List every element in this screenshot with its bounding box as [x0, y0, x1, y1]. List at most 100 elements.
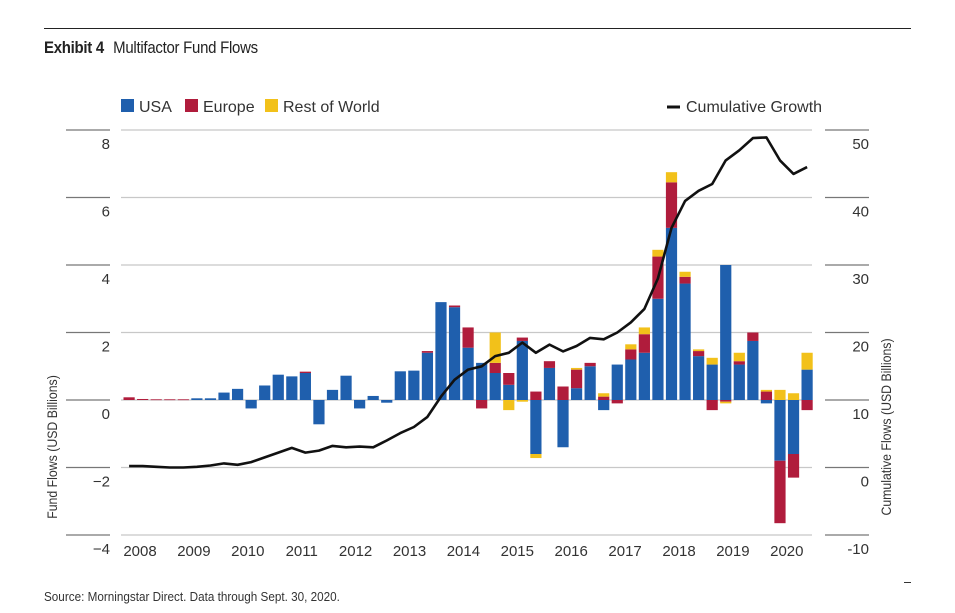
bar-usa [693, 356, 705, 400]
right-tick-label: 50 [852, 136, 869, 153]
right-tick-label: 30 [852, 271, 869, 288]
bar-rest-of-world [801, 352, 813, 370]
bar-rest-of-world [693, 349, 705, 352]
bar-usa [408, 370, 420, 400]
x-tick-label: 2020 [770, 543, 803, 560]
bar-europe [747, 332, 759, 341]
bar-europe [625, 349, 637, 360]
bar-usa [760, 400, 773, 404]
bar-europe [706, 400, 718, 411]
x-tick-label: 2013 [393, 543, 426, 560]
bar-europe [530, 391, 542, 400]
bar-rest-of-world [774, 389, 786, 400]
x-tick-label: 2014 [447, 543, 480, 560]
x-tick-label: 2018 [662, 543, 695, 560]
left-tick-label: 2 [102, 339, 110, 356]
bar-usa [231, 388, 244, 400]
bar-usa [665, 227, 678, 400]
bar-europe [638, 334, 650, 353]
bar-usa [787, 400, 800, 454]
legend-label: USA [139, 99, 172, 116]
page-mark [904, 582, 911, 583]
bar-rest-of-world [787, 393, 800, 400]
bar-europe [177, 399, 189, 401]
bar-europe [760, 391, 773, 400]
bar-rest-of-world [625, 344, 637, 350]
bar-europe [150, 399, 162, 401]
x-tick-label: 2017 [608, 543, 641, 560]
bar-europe [679, 276, 691, 284]
right-tick-label: -10 [847, 541, 869, 558]
left-tick-label: 8 [102, 136, 110, 153]
bar-usa [679, 283, 691, 400]
bar-usa [204, 398, 217, 400]
bar-usa [462, 347, 474, 400]
bar-usa [394, 371, 406, 400]
bar-usa [774, 400, 786, 461]
bar-usa [489, 373, 501, 400]
bar-usa [747, 340, 759, 400]
legend-swatch [185, 99, 198, 112]
bar-rest-of-world [638, 327, 650, 335]
bar-europe [543, 361, 556, 368]
x-tick-label: 2019 [716, 543, 749, 560]
bar-europe [503, 373, 515, 385]
bar-rest-of-world [530, 454, 542, 459]
bar-usa [598, 400, 610, 411]
legend-swatch [121, 99, 134, 112]
bar-usa [367, 395, 379, 400]
exhibit-title: Exhibit 4 Multifactor Fund Flows [44, 38, 258, 58]
bar-usa [733, 364, 745, 400]
cumulative-growth-line [129, 136, 808, 469]
bar-usa [557, 400, 569, 448]
bar-rest-of-world [570, 367, 583, 370]
x-tick-label: 2008 [123, 543, 156, 560]
bar-usa [584, 366, 596, 400]
left-tick-label: 4 [102, 271, 110, 288]
bar-europe [123, 397, 135, 400]
right-tick-label: 20 [852, 339, 869, 356]
right-tick-label: 10 [852, 406, 869, 423]
bar-usa [801, 369, 813, 400]
bar-usa [245, 400, 257, 409]
bar-usa [611, 364, 623, 400]
bar-usa [340, 375, 352, 400]
exhibit-label: Exhibit 4 [44, 38, 104, 57]
left-tick-label: 0 [102, 406, 110, 423]
bar-europe [137, 398, 149, 400]
bar-usa [421, 352, 434, 400]
bar-europe [299, 371, 311, 373]
source-note: Source: Morningstar Direct. Data through… [44, 589, 340, 604]
y2-axis-title: Cumulative Flows (USD Billions) [878, 338, 894, 515]
bar-usa [543, 367, 556, 400]
bar-rest-of-world [598, 393, 610, 397]
top-rule [44, 28, 911, 29]
bar-europe [733, 361, 745, 365]
left-tick-label: 6 [102, 204, 110, 221]
bar-usa [570, 388, 583, 400]
bar-rest-of-world [489, 332, 501, 363]
bar-usa [313, 400, 325, 425]
bar-europe [693, 351, 705, 357]
bar-europe [801, 400, 813, 411]
bar-rest-of-world [665, 172, 678, 183]
bar-europe [462, 327, 474, 348]
bar-rest-of-world [503, 400, 515, 411]
bar-usa [720, 265, 732, 400]
bar-rest-of-world [679, 271, 691, 277]
bar-usa [218, 392, 230, 400]
bar-usa [638, 352, 650, 400]
bar-europe [774, 460, 786, 524]
bar-rest-of-world [720, 401, 732, 404]
bar-usa [191, 398, 203, 400]
x-tick-label: 2012 [339, 543, 372, 560]
legend-swatch [265, 99, 278, 112]
legend-label: Cumulative Growth [686, 99, 822, 116]
bar-usa [354, 400, 366, 409]
bar-usa [381, 400, 393, 403]
legend-label: Rest of World [283, 99, 380, 116]
left-tick-label: −2 [93, 474, 110, 491]
right-tick-label: 40 [852, 204, 869, 221]
bar-rest-of-world [733, 352, 745, 362]
